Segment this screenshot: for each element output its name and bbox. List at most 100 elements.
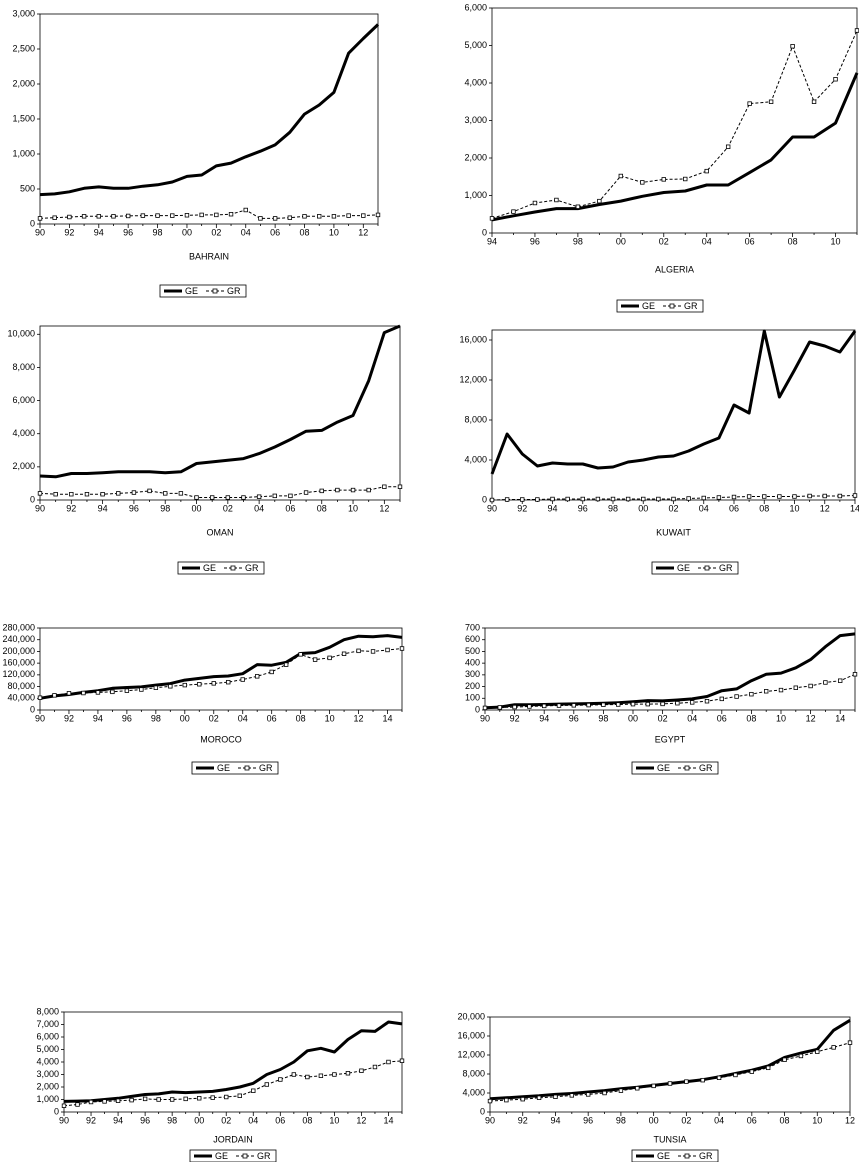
series-marker: [70, 492, 74, 496]
series-marker: [179, 492, 183, 496]
x-tick-label: 94: [487, 236, 497, 246]
series-marker: [376, 213, 380, 217]
x-tick-label: 92: [64, 713, 74, 723]
series-marker: [251, 1089, 255, 1093]
series-marker: [289, 494, 293, 498]
series-line: [492, 31, 857, 219]
series-marker: [717, 1076, 721, 1080]
series-marker: [750, 692, 754, 696]
axis-label: TUNSIA: [653, 1134, 686, 1144]
series-marker: [702, 496, 706, 500]
x-tick-label: 90: [487, 503, 497, 513]
y-tick-label: 16,000: [457, 1030, 485, 1040]
x-tick-label: 00: [192, 503, 202, 513]
series-marker: [809, 684, 813, 688]
series-marker: [661, 702, 665, 706]
axis-label: ALGERIA: [655, 264, 694, 274]
axis-label: MOROCO: [200, 734, 242, 744]
series-marker: [224, 1095, 228, 1099]
series-marker: [732, 495, 736, 499]
series-marker: [498, 706, 502, 710]
series-marker: [717, 496, 721, 500]
series-marker: [82, 691, 86, 695]
x-tick-label: 00: [194, 1115, 204, 1125]
y-tick-label: 12,000: [459, 374, 487, 384]
series-marker: [537, 1096, 541, 1100]
y-tick-label: 40,000: [7, 693, 35, 703]
x-tick-label: 08: [302, 1115, 312, 1125]
series-marker: [226, 496, 230, 500]
y-tick-label: 4,000: [464, 77, 487, 87]
series-marker: [54, 492, 58, 496]
legend-label: GE: [203, 563, 216, 573]
series-marker: [346, 1071, 350, 1075]
y-tick-label: 8,000: [36, 1006, 59, 1016]
series-marker: [652, 1084, 656, 1088]
series-marker: [512, 210, 516, 214]
x-tick-label: 90: [485, 1115, 495, 1125]
y-tick-label: 3,000: [12, 8, 35, 18]
series-marker: [299, 653, 303, 657]
series-marker: [53, 694, 57, 698]
y-tick-label: 200,000: [2, 646, 35, 656]
x-tick-label: 94: [93, 713, 103, 723]
series-marker: [85, 492, 89, 496]
series-marker: [734, 1073, 738, 1077]
y-tick-label: 6,000: [464, 2, 487, 12]
legend-label: GE: [215, 1151, 228, 1161]
series-marker: [720, 697, 724, 701]
x-tick-label: 04: [702, 236, 712, 246]
series-marker: [255, 675, 259, 679]
series-marker: [676, 701, 680, 705]
x-tick-label: 92: [518, 1115, 528, 1125]
series-marker: [536, 498, 540, 502]
series-marker: [112, 215, 116, 219]
x-tick-label: 96: [583, 1115, 593, 1125]
plot-frame: [490, 1017, 850, 1112]
x-tick-label: 06: [729, 503, 739, 513]
x-tick-label: 02: [681, 1115, 691, 1125]
series-marker: [619, 174, 623, 178]
x-tick-label: 98: [616, 1115, 626, 1125]
x-tick-label: 94: [94, 227, 104, 237]
series-marker: [778, 495, 782, 499]
y-tick-label: 3,000: [36, 1069, 59, 1079]
series-marker: [668, 1082, 672, 1086]
series-marker: [76, 1103, 80, 1107]
x-tick-label: 08: [759, 503, 769, 513]
legend-label: GE: [677, 563, 690, 573]
series-marker: [705, 169, 709, 173]
series-marker: [551, 497, 555, 501]
legend-label: GE: [217, 763, 230, 773]
series-marker: [799, 1054, 803, 1058]
x-tick-label: 12: [358, 227, 368, 237]
series-marker: [197, 1096, 201, 1100]
x-tick-label: 06: [745, 236, 755, 246]
series-line: [492, 331, 855, 474]
y-tick-label: 80,000: [7, 681, 35, 691]
series-marker: [273, 494, 277, 498]
series-marker: [640, 181, 644, 185]
y-tick-label: 10,000: [7, 329, 35, 339]
x-tick-label: 04: [241, 227, 251, 237]
y-tick-label: 700: [465, 622, 480, 632]
x-tick-label: 02: [658, 713, 668, 723]
series-marker: [244, 208, 248, 212]
x-tick-label: 10: [789, 503, 799, 513]
series-marker: [641, 497, 645, 501]
legend-marker: [685, 1154, 689, 1158]
x-tick-label: 94: [547, 503, 557, 513]
series-marker: [183, 683, 187, 687]
series-marker: [853, 672, 857, 676]
x-tick-label: 98: [153, 227, 163, 237]
y-tick-label: 4,000: [464, 454, 487, 464]
series-marker: [157, 1098, 161, 1102]
series-marker: [808, 494, 812, 498]
series-marker: [557, 704, 561, 708]
series-marker: [103, 1100, 107, 1104]
series-marker: [824, 681, 828, 685]
legend-label: GE: [185, 286, 198, 296]
series-marker: [38, 492, 42, 496]
x-tick-label: 90: [480, 713, 490, 723]
series-marker: [156, 214, 160, 218]
